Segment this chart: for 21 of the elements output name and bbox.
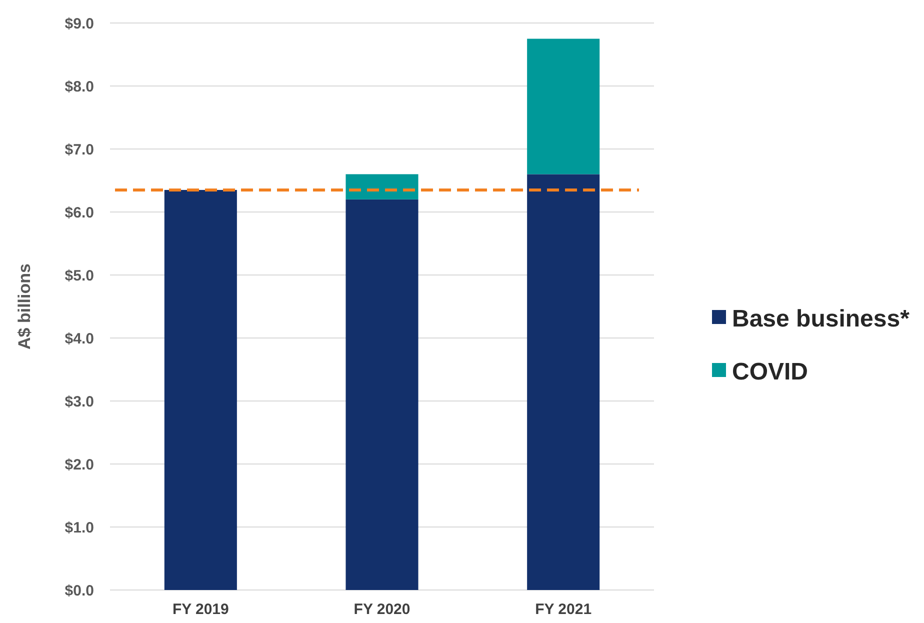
x-tick-label: FY 2021 [535,601,592,618]
x-tick-label: FY 2020 [354,601,410,618]
y-tick-label: $7.0 [64,141,94,158]
y-tick-label: $4.0 [64,330,94,348]
y-tick-label: $9.0 [64,15,94,32]
bar [527,38,600,174]
y-tick-label: $1.0 [64,519,94,536]
y-tick-label: $5.0 [64,267,94,284]
y-tick-label: $8.0 [64,78,94,96]
y-axis-title: A$ billions [15,264,34,350]
bar [346,174,418,200]
y-tick-label: $3.0 [64,393,94,410]
legend-label: Base business* [732,305,910,332]
y-tick-label: $0.0 [64,582,94,600]
x-tick-label: FY 2019 [172,601,229,618]
bar [164,190,237,590]
legend-label: COVID [732,358,808,386]
bar [346,199,418,590]
y-tick-label: $6.0 [64,204,94,222]
y-tick-label: $2.0 [64,456,94,474]
bar [527,174,600,590]
